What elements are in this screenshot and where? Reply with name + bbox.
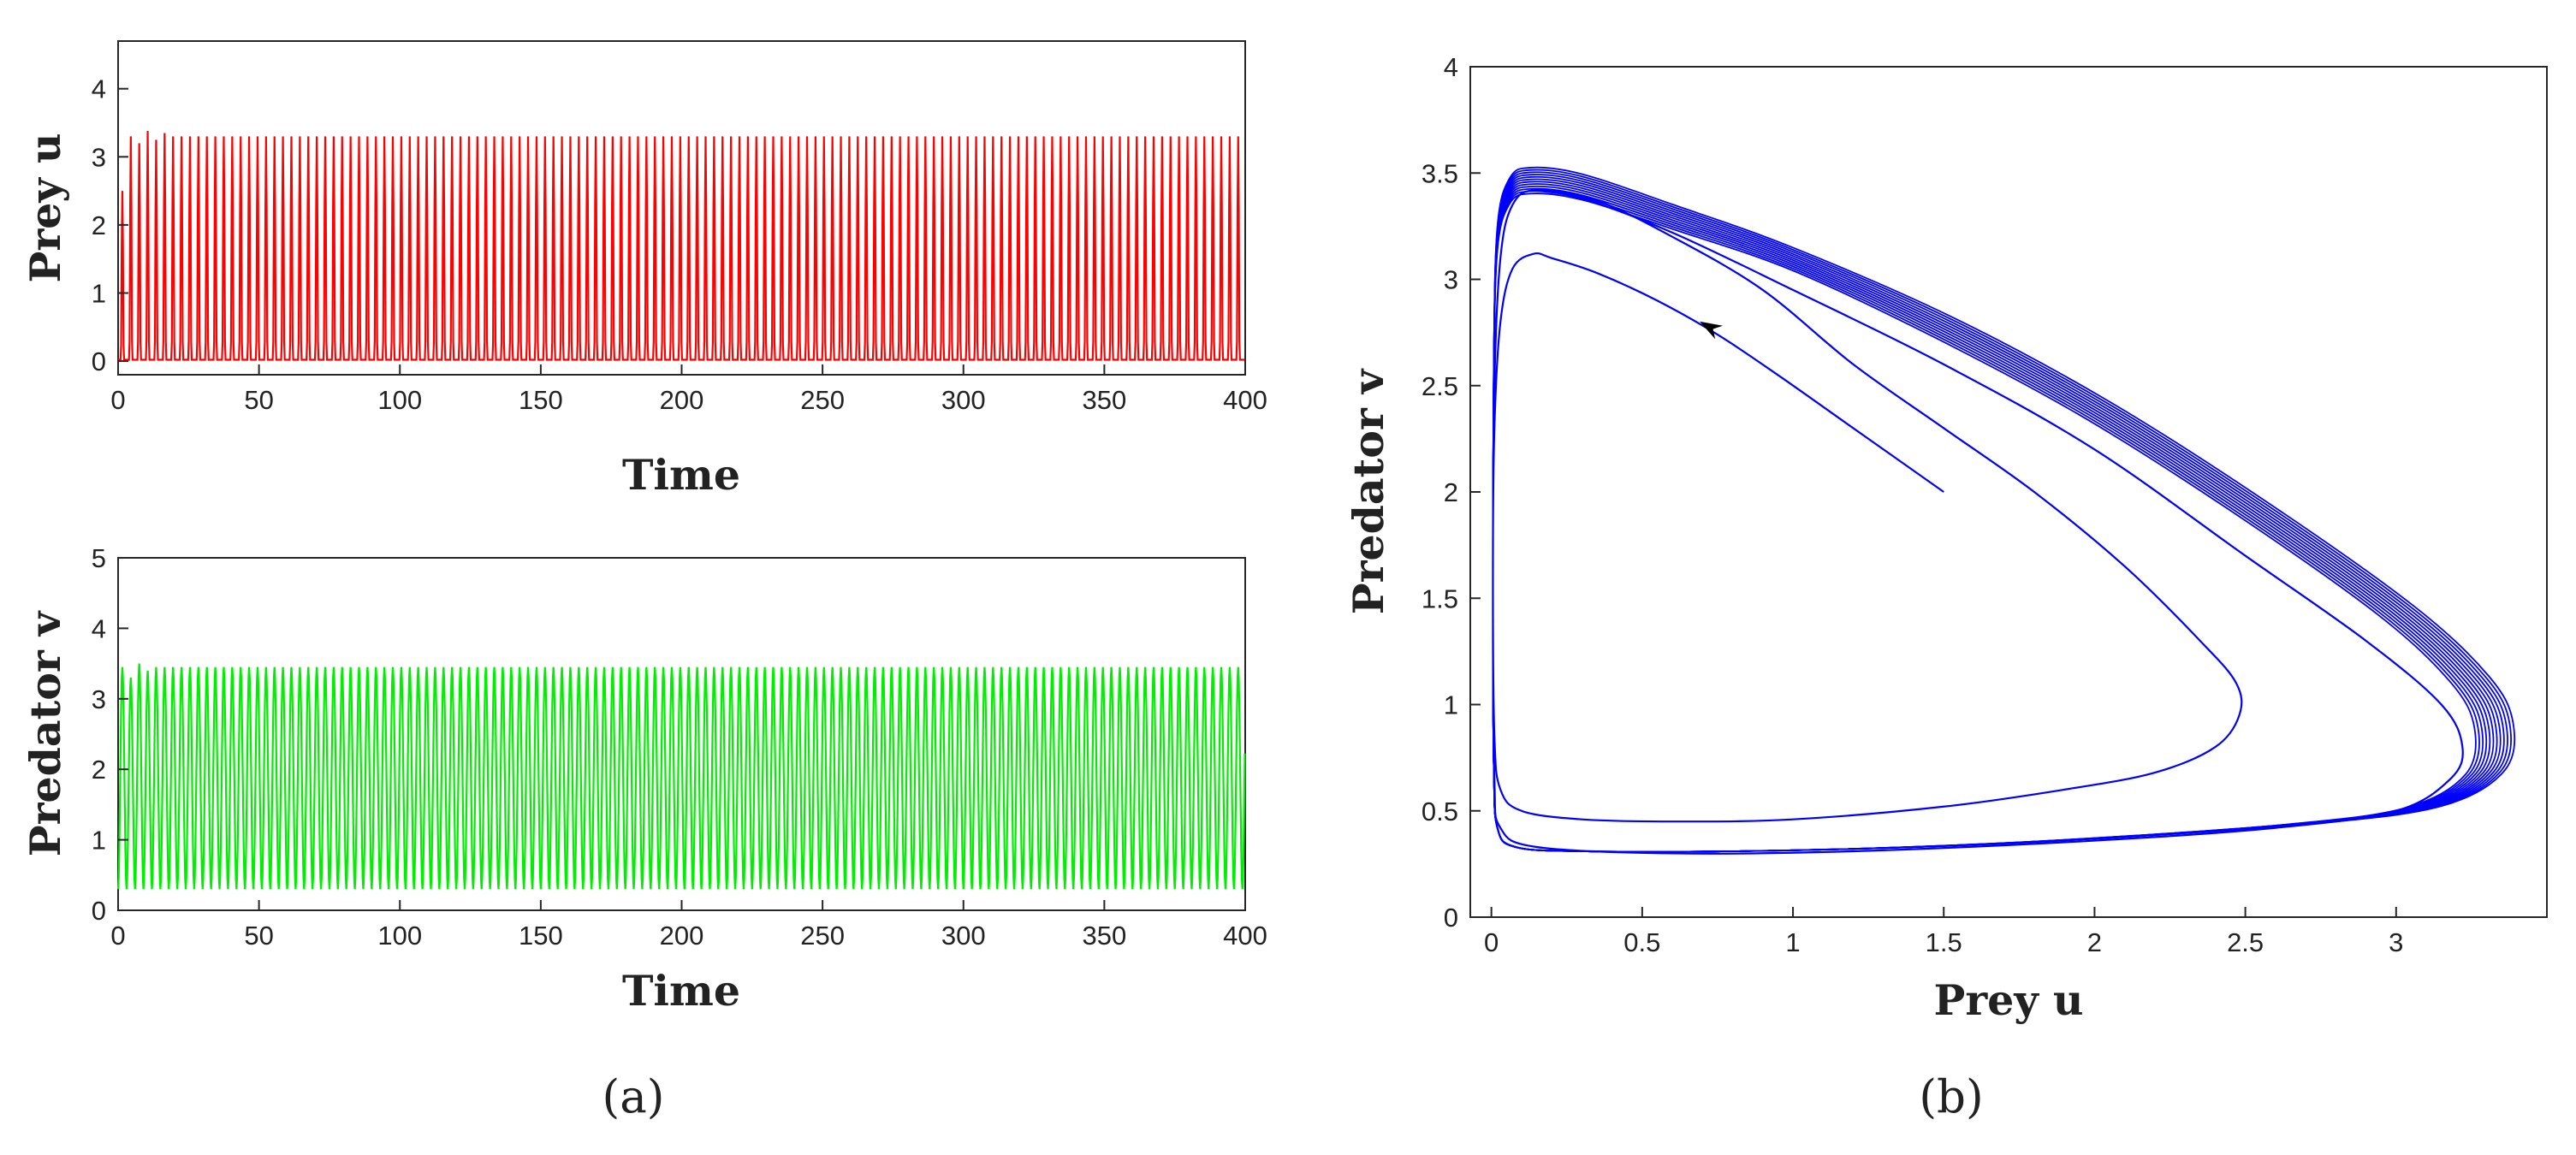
prey-time-yticks: 0 1 2 3 4 <box>92 74 128 376</box>
prey-time-ytick-label: 0 <box>92 346 106 376</box>
prey-time-xtick-label: 200 <box>660 385 704 415</box>
predator-time-plot: 0 50 100 150 200 250 300 350 400 0 1 2 3 4 5 Time Pre… <box>21 543 1267 1016</box>
predator-time-xtick-label: 200 <box>660 921 704 951</box>
phase-plane-xtick-label: 1 <box>1785 927 1800 957</box>
prey-series-group <box>118 131 1245 361</box>
prey-time-ytick-label: 2 <box>92 210 106 240</box>
phase-plane-ytick-label: 2.5 <box>1422 371 1458 401</box>
direction-arrow-icon <box>1700 321 1723 340</box>
phase-limit-cycle-loop <box>1492 166 2516 853</box>
predator-time-xtick-label: 300 <box>941 921 986 951</box>
phase-limit-cycle-loop <box>1492 183 2491 853</box>
predator-time-ytick-label: 5 <box>92 543 106 573</box>
panel-label-a: (a) <box>602 1071 665 1123</box>
phase-plane-xtick-label: 3 <box>2389 927 2403 957</box>
prey-time-ytick-label: 4 <box>92 74 106 104</box>
phase-limit-cycle-loop <box>1492 185 2488 853</box>
phase-limit-cycle-loop <box>1492 175 2502 853</box>
prey-time-ytick-label: 1 <box>92 278 106 308</box>
predator-time-ytick-label: 2 <box>92 755 106 785</box>
prey-time-xtick-label: 50 <box>244 385 273 415</box>
predator-time-ytick-label: 3 <box>92 684 106 714</box>
predator-time-yticks: 0 1 2 3 4 5 <box>92 543 128 926</box>
phase-transient-trajectory <box>1492 188 2464 855</box>
prey-time-xtick-label: 0 <box>110 385 125 415</box>
prey-time-xlabel: Time <box>622 450 740 500</box>
phase-plane-ytick-label: 0.5 <box>1422 797 1458 826</box>
predator-time-xtick-label: 350 <box>1083 921 1127 951</box>
prey-time-ylabel: Prey u <box>21 133 70 283</box>
predator-time-xtick-label: 100 <box>377 921 422 951</box>
phase-plane-xtick-label: 1.5 <box>1926 927 1962 957</box>
phase-plane-ytick-label: 1.5 <box>1422 583 1458 613</box>
phase-plane-xtick-label: 2.5 <box>2227 927 2264 957</box>
phase-limit-cycle-loop <box>1492 178 2498 853</box>
phase-limit-cycle-loop <box>1492 181 2495 853</box>
phase-plane-ytick-label: 3 <box>1444 265 1458 295</box>
prey-series-line <box>118 131 1245 361</box>
predator-time-xticks: 0 50 100 150 200 250 300 350 400 <box>110 900 1267 951</box>
prey-time-xtick-label: 300 <box>941 385 986 415</box>
phase-limit-cycle-loop <box>1492 174 2505 853</box>
phase-plane-xtick-label: 0 <box>1484 927 1499 957</box>
phase-plane-ylabel: Predator v <box>1344 368 1393 614</box>
predator-series-group <box>116 663 1246 890</box>
phase-plane-xtick-label: 2 <box>2087 927 2102 957</box>
phase-plane-ytick-label: 0 <box>1444 903 1458 933</box>
phase-plane-xticks: 0 0.5 1 1.5 2 2.5 3 <box>1484 907 2403 957</box>
predator-time-xtick-label: 0 <box>110 921 125 951</box>
phase-plane-ytick-label: 1 <box>1444 690 1458 720</box>
prey-time-plot: 0 50 100 150 200 250 300 350 400 0 1 2 3 4 Time Prey… <box>21 40 1267 500</box>
prey-time-xtick-label: 350 <box>1083 385 1127 415</box>
predator-time-xtick-label: 50 <box>244 921 273 951</box>
predator-time-xtick-label: 150 <box>519 921 563 951</box>
phase-limit-cycle-loop <box>1492 187 2484 853</box>
predator-time-ytick-label: 0 <box>92 896 106 926</box>
prey-time-xtick-label: 400 <box>1223 385 1267 415</box>
predator-series-line <box>116 663 1246 890</box>
phase-plane-yticks: 0 0.5 1 1.5 2 2.5 3 3.5 4 <box>1422 52 1481 933</box>
prey-time-xticks: 0 50 100 150 200 250 300 350 400 <box>110 364 1267 415</box>
phase-series-group <box>1492 166 2516 855</box>
phase-limit-cycle-loop <box>1492 169 2512 853</box>
predator-time-ytick-label: 1 <box>92 826 106 856</box>
prey-time-xtick-label: 250 <box>800 385 845 415</box>
phase-limit-cycle-loop <box>1492 171 2508 853</box>
phase-plane-ytick-label: 3.5 <box>1422 158 1458 188</box>
predator-time-xtick-label: 400 <box>1223 921 1267 951</box>
phase-plane-ytick-label: 4 <box>1444 52 1458 82</box>
predator-time-xlabel: Time <box>622 966 740 1016</box>
prey-time-xtick-label: 100 <box>377 385 422 415</box>
phase-plane-xtick-label: 0.5 <box>1623 927 1660 957</box>
phase-plane-ytick-label: 2 <box>1444 477 1458 507</box>
predator-time-ytick-label: 4 <box>92 613 106 643</box>
predator-time-ylabel: Predator v <box>21 610 70 856</box>
prey-time-xtick-label: 150 <box>519 385 563 415</box>
predator-time-xtick-label: 250 <box>800 921 845 951</box>
panel-label-b: (b) <box>1919 1071 1983 1123</box>
phase-plane-xlabel: Prey u <box>1934 975 2084 1025</box>
phase-limit-cycle-loop <box>1492 190 2480 853</box>
prey-time-ytick-label: 3 <box>92 142 106 172</box>
phase-plane-plot: 0 0.5 1 1.5 2 2.5 3 0 0.5 1 1.5 2 2.5 3 3.5 4 Prey u P… <box>1344 52 2548 1025</box>
